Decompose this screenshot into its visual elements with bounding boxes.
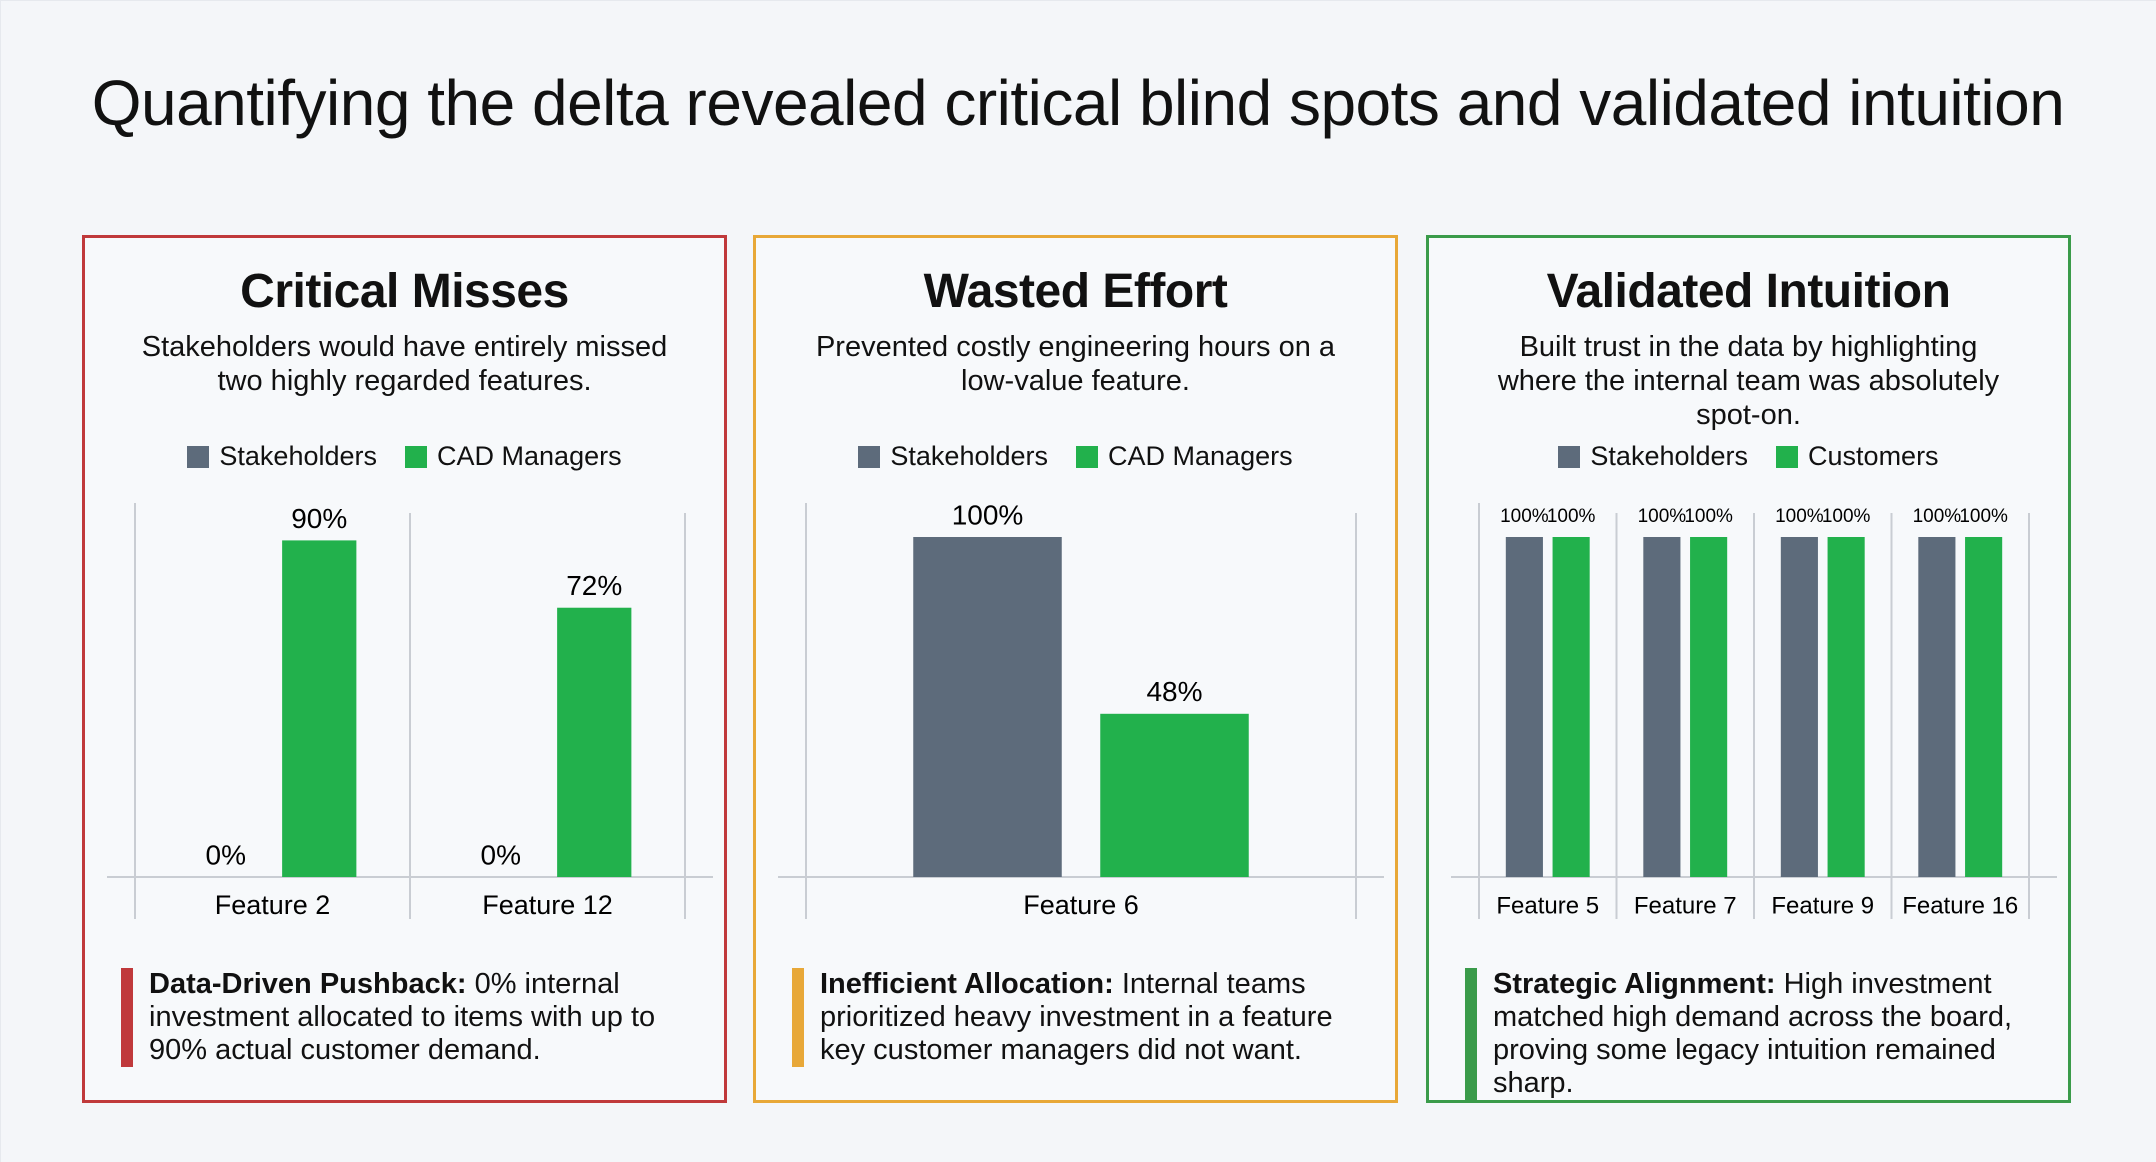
note-body: Internal teams prioritized heavy investm… [820,968,1333,1066]
legend: Stakeholders Customers [1429,441,2068,472]
bar [1965,537,2003,877]
legend: Stakeholders CAD Managers [85,441,724,472]
note: Data-Driven Pushback: 0% internal invest… [121,968,701,1067]
legend-item: Stakeholders [858,441,1048,472]
bar [282,540,357,877]
note: Inefficient Allocation: Internal teams p… [792,968,1372,1067]
x-tick-label: Feature 6 [1023,890,1139,920]
bar [1552,537,1590,877]
value-label: 0% [206,839,246,870]
legend-item: CAD Managers [1076,441,1293,472]
bar [1505,537,1543,877]
x-tick-label: Feature 5 [1496,892,1599,919]
x-tick-label: Feature 7 [1634,892,1737,919]
legend-item: Stakeholders [187,441,377,472]
note-text: Strategic Alignment: High investment mat… [1493,968,2045,1100]
value-label: 100% [1684,506,1733,527]
bar [913,537,1062,877]
x-tick-label: Feature 12 [482,890,613,920]
legend-label: CAD Managers [437,441,622,471]
legend-swatch [858,445,881,468]
note-accent [121,968,133,1067]
panel-subtitle: Built trust in the data by highlighting … [1497,331,2000,431]
panel-title: Wasted Effort [923,265,1228,318]
legend-label: CAD Managers [1108,441,1293,471]
bar [1780,537,1818,877]
bar-chart: Feature 2 0% 90% Feature 12 0% 72% [107,503,713,920]
panel-subtitle: Prevented costly engineering hours on a … [815,331,1336,397]
legend-swatch [1776,445,1799,468]
note-text: Data-Driven Pushback: 0% internal invest… [149,968,701,1067]
x-tick-label: Feature 16 [1902,892,2018,919]
value-label: 100% [1822,506,1871,527]
note-label: Data-Driven Pushback: [149,968,467,1000]
x-tick-label: Feature 2 [215,890,331,920]
value-label: 100% [1638,506,1687,527]
bar [557,607,632,877]
legend-item: CAD Managers [405,441,622,472]
panel: Critical Misses Stakeholders would have e… [82,235,727,1103]
value-label: 48% [1146,676,1202,707]
legend-item: Stakeholders [1558,441,1748,472]
value-label: 100% [1500,506,1549,527]
note-label: Inefficient Allocation: [820,968,1114,1000]
legend-swatch [405,445,428,468]
note: Strategic Alignment: High investment mat… [1465,968,2045,1100]
legend-label: Stakeholders [219,441,378,471]
note-accent [792,968,804,1067]
note-body: 0% internal investment allocated to item… [149,968,656,1066]
bar [1100,713,1249,877]
x-tick-label: Feature 9 [1771,892,1874,919]
legend: Stakeholders CAD Managers [756,441,1395,472]
legend-item: Customers [1776,441,1939,472]
bar-chart: Feature 6 100% 48% [778,499,1384,920]
legend-label: Stakeholders [1590,441,1749,471]
legend-label: Customers [1808,441,1939,471]
page-title: Quantifying the delta revealed critical … [91,67,2065,139]
note-accent [1465,968,1477,1100]
value-label: 100% [1547,506,1596,527]
value-label: 72% [566,570,622,601]
panel-subtitle: Stakeholders would have entirely missed … [141,331,668,397]
legend-swatch [1558,445,1581,468]
legend-swatch [187,445,210,468]
panel: Wasted Effort Prevented costly engineerin… [753,235,1398,1103]
bar [1918,537,1956,877]
value-label: 100% [1959,506,2008,527]
bar [1643,537,1681,877]
value-label: 100% [1913,506,1962,527]
value-label: 90% [291,503,347,534]
value-label: 100% [1775,506,1824,527]
note-body: High investment matched high demand acro… [1493,968,2013,1099]
note-label: Strategic Alignment: [1493,968,1776,1000]
bar [1827,537,1865,877]
value-label: 100% [952,499,1024,530]
value-label: 0% [481,839,521,870]
bar [1690,537,1728,877]
legend-label: Stakeholders [890,441,1049,471]
legend-swatch [1076,445,1099,468]
panel-title: Critical Misses [240,265,569,318]
note-text: Inefficient Allocation: Internal teams p… [820,968,1372,1067]
panel: Validated Intuition Built trust in the da… [1426,235,2071,1103]
panel-title: Validated Intuition [1546,265,1951,318]
